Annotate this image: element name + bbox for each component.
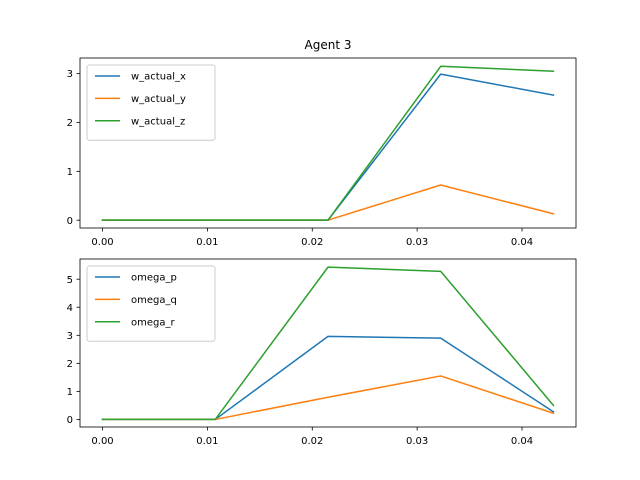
legend-label-w-actual-x: w_actual_x (131, 72, 186, 83)
legend-label-w-actual-y: w_actual_y (131, 94, 186, 105)
series-line-omega-q (101, 375, 555, 421)
y-axis-ticks: 0 1 2 3 (67, 69, 80, 227)
series-line-w-actual-z (101, 65, 555, 221)
x-axis-ticks: 0.00 0.01 0.02 0.03 0.04 (91, 228, 533, 248)
x-tick-label: 0.01 (196, 237, 218, 248)
series-lines (101, 266, 555, 421)
series-line-w-actual-y (101, 184, 555, 221)
axes-spines (79, 258, 577, 428)
series-line-omega-r (101, 266, 555, 421)
x-tick-label: 0.03 (406, 436, 428, 447)
x-tick-label: 0.00 (91, 436, 113, 447)
x-tick-label: 0.01 (196, 436, 218, 447)
legend: w_actual_x w_actual_y w_actual_z (86, 64, 216, 141)
axes-frame (79, 258, 577, 428)
x-tick-label: 0.04 (511, 436, 533, 447)
axes-frame (79, 57, 577, 229)
legend-label-w-actual-z: w_actual_z (131, 116, 185, 127)
y-tick-label: 2 (67, 359, 73, 370)
axes-spines (79, 57, 577, 229)
agent-3-w-actual-subplot: Agent 3 0.00 0.01 0.02 0.03 0.04 0 1 2 3 w_actu… (67, 38, 577, 248)
y-tick-label: 2 (67, 118, 73, 129)
y-tick-label: 3 (67, 69, 73, 80)
x-tick-label: 0.02 (301, 237, 323, 248)
x-tick-label: 0.03 (406, 237, 428, 248)
y-tick-label: 3 (67, 331, 73, 342)
legend-label-omega-q: omega_q (131, 295, 177, 306)
x-tick-label: 0.00 (91, 237, 113, 248)
legend-label-omega-p: omega_p (131, 273, 177, 284)
y-axis-ticks: 0 1 2 3 4 5 (67, 275, 80, 426)
series-lines (101, 65, 555, 221)
x-tick-label: 0.02 (301, 436, 323, 447)
series-line-omega-p (101, 335, 555, 421)
legend: omega_p omega_q omega_r (86, 265, 216, 342)
y-tick-label: 0 (67, 415, 73, 426)
y-tick-label: 4 (67, 303, 73, 314)
y-tick-label: 0 (67, 216, 73, 227)
x-axis-ticks: 0.00 0.01 0.02 0.03 0.04 (91, 427, 533, 447)
subplot-title: Agent 3 (305, 38, 352, 52)
y-tick-label: 1 (67, 387, 73, 398)
y-tick-label: 1 (67, 167, 73, 178)
legend-label-omega-r: omega_r (131, 317, 175, 328)
x-tick-label: 0.04 (511, 237, 533, 248)
y-tick-label: 5 (67, 275, 73, 286)
